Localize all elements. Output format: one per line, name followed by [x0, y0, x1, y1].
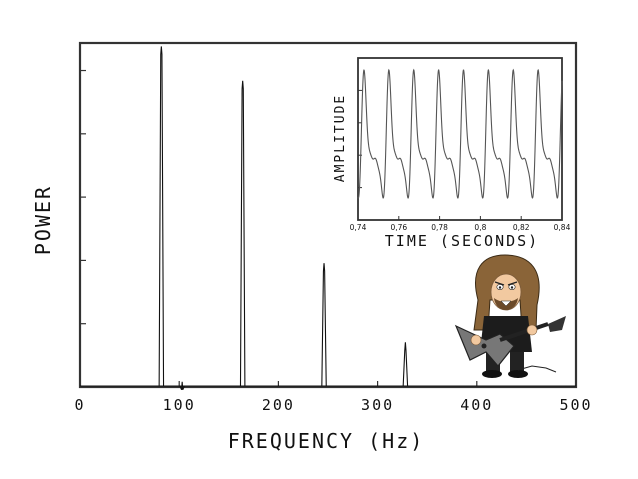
- inset-x-tick-label: 0,84: [554, 223, 571, 232]
- inset-x-tick-label: 0,8: [474, 223, 486, 232]
- inset-x-tick-label: 0,74: [350, 223, 367, 232]
- spectrum-peak: [239, 80, 246, 387]
- inset-x-tick-label: 0,82: [513, 223, 530, 232]
- main-x-tick-label: 400: [460, 396, 493, 414]
- main-x-tick-label: 200: [262, 396, 295, 414]
- main-x-tick-label: 500: [559, 396, 592, 414]
- inset-waveform: [357, 68, 563, 199]
- spectrum-peak: [179, 381, 185, 391]
- inset-x-axis-label: TIME (SECONDS): [385, 232, 539, 250]
- inset-chart: 0,74 0,76 0,78 0,8 0,82 0,84 TIME (SECONDS) A…: [333, 57, 571, 250]
- inset-x-tick-label: 0,76: [390, 223, 407, 232]
- spectrum-peak: [321, 263, 327, 387]
- main-x-tick-label: 100: [163, 396, 196, 414]
- main-x-tick-label: 0: [74, 396, 85, 414]
- main-x-ticks: 0 100 200 300 400 500: [74, 381, 592, 414]
- main-y-axis-label: POWER: [31, 185, 55, 255]
- guitarist-icon: [454, 254, 566, 378]
- inset-plot-frame: [357, 57, 563, 221]
- spectrum-peaks: [80, 46, 576, 391]
- main-x-axis-label: FREQUENCY (Hz): [228, 429, 425, 453]
- inset-x-ticks: 0,74 0,76 0,78 0,8 0,82 0,84: [350, 89, 571, 232]
- spectrum-peak: [158, 46, 165, 387]
- spectrum-peak: [402, 342, 409, 387]
- main-x-tick-label: 300: [361, 396, 394, 414]
- main-y-ticks: [80, 69, 86, 325]
- main-plot-frame: [78, 41, 578, 389]
- inset-y-axis-label: AMPLITUDE: [333, 94, 348, 182]
- inset-x-tick-label: 0,78: [431, 223, 448, 232]
